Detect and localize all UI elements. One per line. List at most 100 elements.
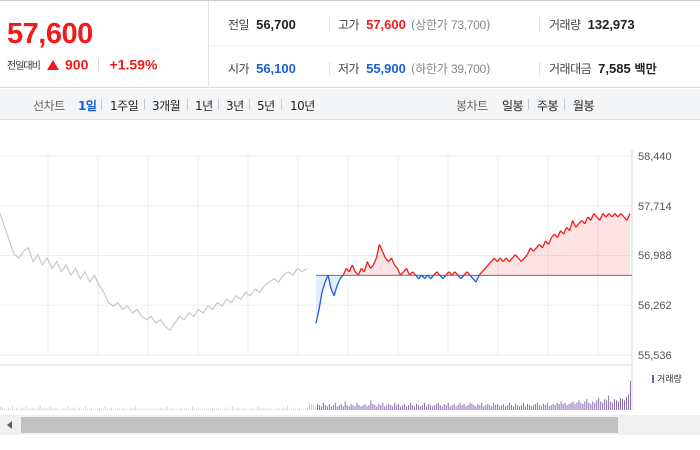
volume-bar [239,408,241,410]
today-series-segment [596,216,601,221]
volume-bar [101,408,102,410]
today-series-segment [526,247,531,255]
volume-bar [154,407,156,410]
volume-bar [241,408,243,410]
today-series-segment [321,281,326,293]
volume-bar [237,407,239,410]
volume-bar [67,406,69,410]
trade-value-cell: 거래대금 7,585 백만 [549,60,657,77]
today-series-segment [562,227,568,235]
volume-bar [59,408,61,410]
divider [539,18,540,32]
volume-bar [394,402,396,410]
row-divider [210,45,700,46]
volume-bar [71,408,73,410]
volume-bar [29,408,31,410]
today-series-segment [511,254,516,259]
volume-bar [53,408,55,410]
volume-bar [174,408,176,410]
volume-bar [461,405,463,410]
open-value: 56,100 [256,61,296,76]
today-series-fill [566,227,570,276]
volume-bar [1,407,3,410]
today-series-fill [620,213,624,276]
y-tick-label: 58,440 [638,151,672,163]
volume-bar [334,402,336,410]
volume-bar [511,405,513,410]
today-series-fill [542,240,546,276]
volume-bar [433,405,435,410]
period-tab-10y[interactable]: 10년 [290,99,315,113]
today-series-segment [520,257,525,262]
volume-bar [324,405,326,410]
volume-bar [576,402,578,410]
scroll-left-arrow-icon[interactable] [3,418,17,432]
upper-limit-label: 상한가 [415,18,448,32]
today-series-fill [590,213,594,276]
today-series-fill [578,220,582,276]
today-series-segment [478,271,483,276]
volume-bar [340,403,342,410]
today-series-segment [457,274,462,280]
today-series-fill [533,247,537,276]
volume-bar [481,402,483,410]
period-tab-1d[interactable]: 1일 [78,99,97,113]
period-tab-5y[interactable]: 5년 [257,99,275,113]
volume-cell: 거래량 132,973 [549,16,635,33]
volume-bar [5,408,7,410]
volume-bar [307,407,308,410]
today-series-segment [599,213,604,221]
period-tab-3m[interactable]: 3개월 [152,99,181,113]
period-tab-1y[interactable]: 1년 [195,99,213,113]
today-series-segment [354,271,359,276]
today-series-segment [487,261,492,266]
today-series-fill [551,234,555,276]
volume-bar [211,407,213,410]
volume-bar [267,408,269,410]
today-series-fill [515,254,519,276]
y-axis-labels: 58,440 57,714 56,988 56,262 55,536 [638,151,672,362]
today-series-segment [547,237,553,245]
volume-bar [560,401,562,410]
volume-bar [69,408,71,410]
volume-bar [87,408,89,410]
today-series-fill [485,264,489,276]
volume-bar [570,402,572,410]
volume-bar [554,405,556,410]
change-label: 전일대비 [7,61,41,72]
today-series-fill [626,213,630,276]
today-series-fill [518,258,522,276]
volume-bar [144,408,146,410]
volume-bar [41,408,43,410]
volume-bar [213,408,215,410]
today-series-fill [527,247,531,276]
divider [539,62,540,76]
volume-bar [223,408,225,410]
volume-bar [217,407,219,410]
volume-bar [558,403,560,410]
volume-bar [124,408,126,410]
volume-bar [198,407,200,410]
today-series-segment [363,261,368,272]
volume-bar [550,405,552,410]
candle-tab-monthly[interactable]: 월봉 [573,99,595,113]
volume-bar [227,408,229,410]
volume-bar [445,405,447,410]
volume-legend-swatch [652,375,654,383]
chart-scrollbar[interactable] [0,415,700,435]
today-series-fill [599,213,603,276]
volume-bar [281,408,283,410]
candle-tab-weekly[interactable]: 주봉 [537,99,559,113]
today-series-segment [602,213,607,218]
volume-bar [513,406,515,410]
period-tab-3y[interactable]: 3년 [226,99,244,113]
today-series-segment [587,216,592,221]
volume-bar [398,403,400,410]
volume-bar [330,406,332,410]
volume-bar [368,405,370,410]
period-tab-1w[interactable]: 1주일 [110,99,139,113]
today-series-segment [508,257,513,262]
scroll-thumb[interactable] [21,417,618,433]
candle-tab-daily[interactable]: 일봉 [502,99,524,113]
volume-bar [515,403,516,410]
